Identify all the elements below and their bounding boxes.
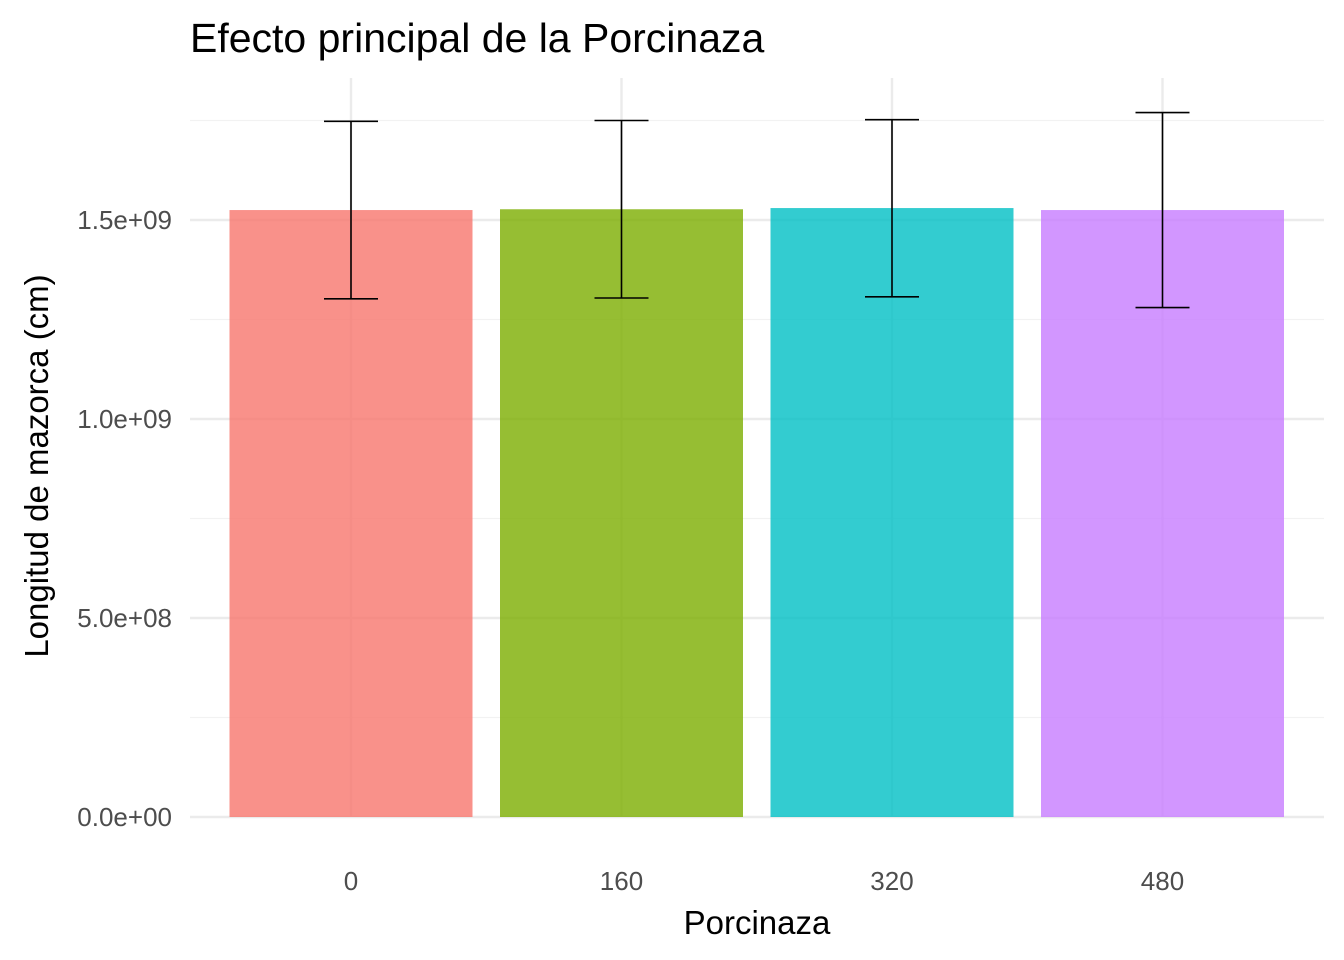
x-tick-label: 160 <box>600 866 643 896</box>
y-axis-title: Longitud de mazorca (cm) <box>18 274 55 657</box>
bar-160 <box>500 209 743 817</box>
x-tick-label: 480 <box>1141 866 1184 896</box>
bar-0 <box>229 210 473 818</box>
bar-320 <box>770 208 1014 817</box>
y-tick-label: 0.0e+00 <box>77 802 172 832</box>
y-axis-ticks: 0.0e+00 5.0e+08 1.0e+09 1.5e+09 <box>77 205 172 832</box>
x-tick-label: 320 <box>870 866 913 896</box>
bars <box>229 208 1284 818</box>
y-tick-label: 5.0e+08 <box>77 603 172 633</box>
error-bar-160 <box>594 119 649 299</box>
y-tick-label: 1.0e+09 <box>77 404 172 434</box>
x-axis-title: Porcinaza <box>684 904 831 941</box>
x-axis-ticks: 0 160 320 480 <box>344 866 1184 896</box>
error-bars <box>324 111 1190 309</box>
chart-title: Efecto principal de la Porcinaza <box>190 15 765 61</box>
error-bar-320 <box>865 118 919 298</box>
error-bar-0 <box>324 120 378 300</box>
error-bar-480 <box>1135 111 1190 309</box>
y-tick-label: 1.5e+09 <box>77 205 172 235</box>
bar-480 <box>1041 210 1284 818</box>
x-tick-label: 0 <box>344 866 358 896</box>
